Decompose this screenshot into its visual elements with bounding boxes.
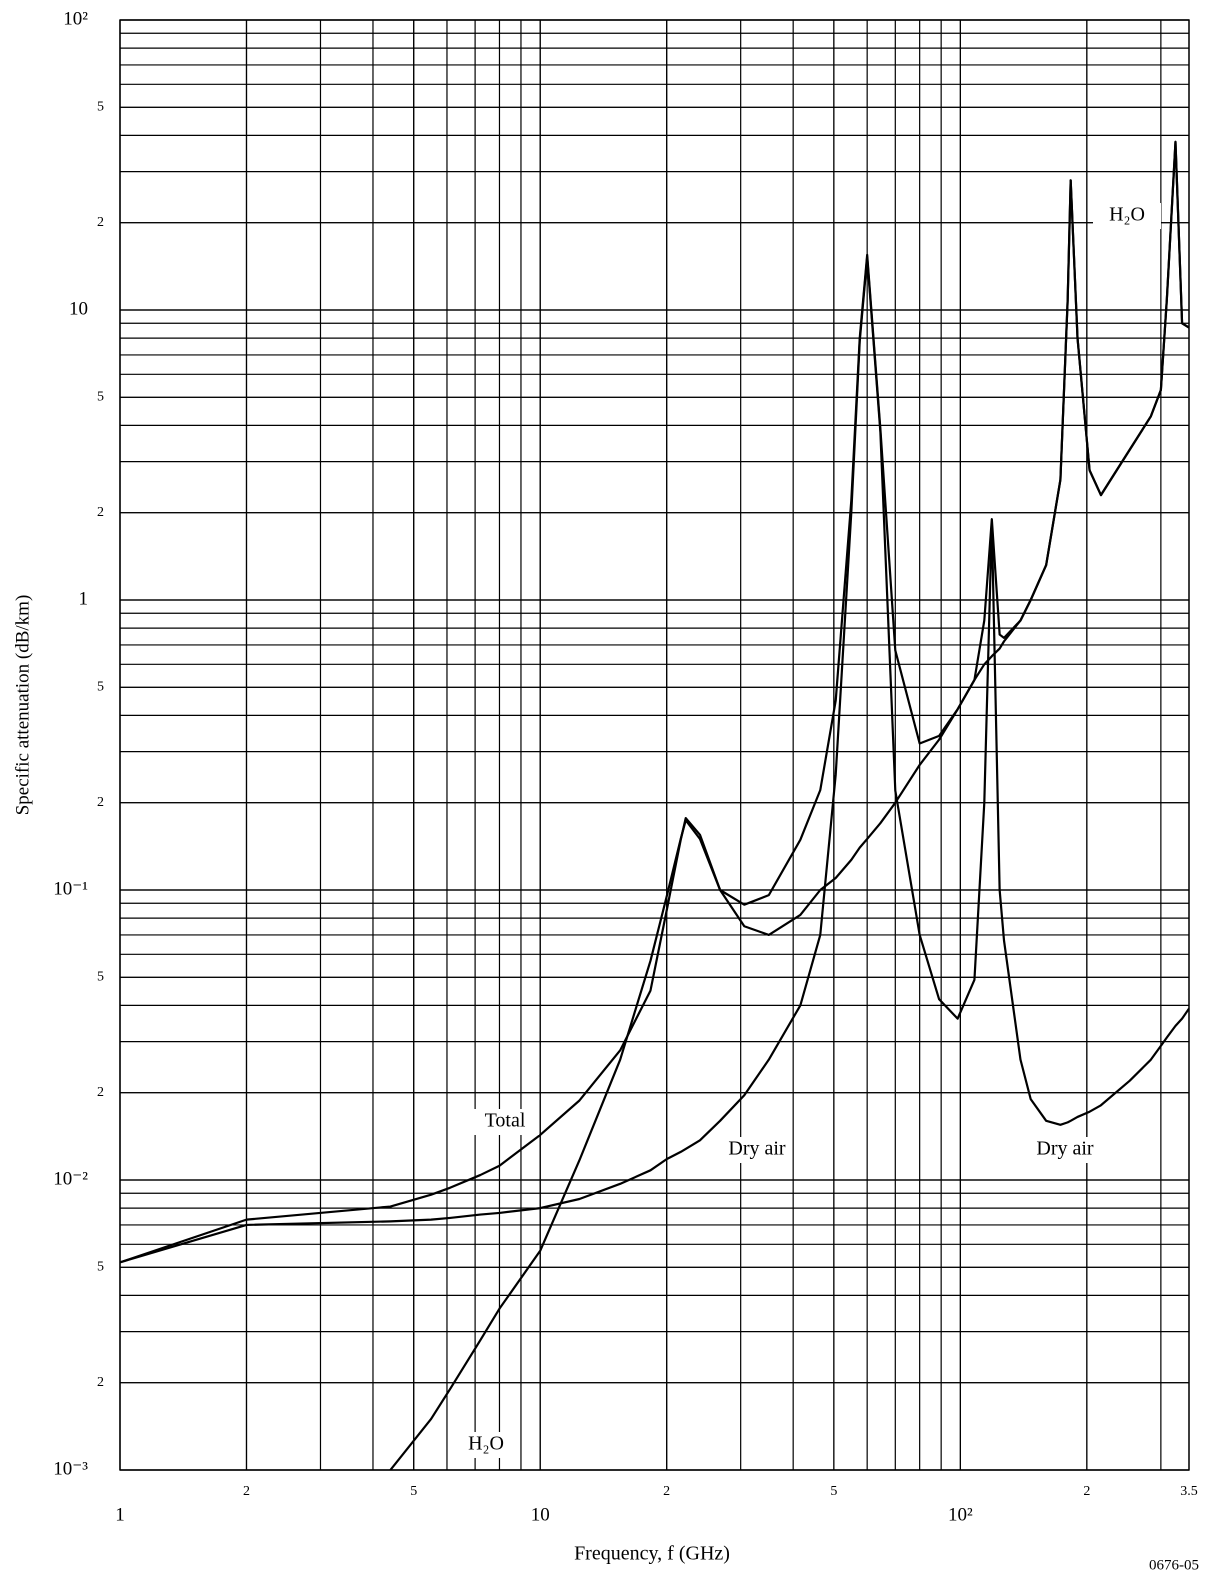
y-tick-label: 2 (97, 215, 104, 230)
y-tick-label: 2 (97, 1085, 104, 1100)
x-tick-label: 10² (948, 1504, 973, 1525)
label-background (1031, 1137, 1099, 1163)
x-tick-label: 5 (830, 1484, 837, 1499)
series-label: Dry air (1036, 1138, 1094, 1160)
y-tick-label: 10 (69, 298, 88, 319)
x-tick-label: 2 (243, 1484, 250, 1499)
y-tick-label: 5 (97, 970, 104, 985)
label-background (452, 1432, 520, 1458)
x-tick-label: 2 (1083, 1484, 1090, 1499)
label-background (723, 1137, 791, 1163)
y-tick-label: 2 (97, 795, 104, 810)
plot-frame (119, 19, 1190, 1471)
y-tick-label: 5 (97, 1260, 104, 1275)
x-tick-label: 5 (410, 1484, 417, 1499)
x-axis-label: Frequency, f (GHz) (574, 1543, 730, 1565)
y-tick-label: 5 (97, 390, 104, 405)
figure-code: 0676-05 (1149, 1557, 1199, 1573)
x-tick-label: 1 (115, 1504, 125, 1525)
x-tick-label: 10 (531, 1504, 550, 1525)
x-tick-label: 2 (663, 1484, 670, 1499)
y-tick-label: 2 (97, 505, 104, 520)
series-label: Dry air (728, 1138, 786, 1160)
label-background (471, 1109, 539, 1135)
y-tick-label: 10² (63, 8, 88, 29)
series-label: H₂O (468, 1433, 504, 1455)
y-tick-label: 10⁻³ (53, 1458, 88, 1479)
label-background (1093, 203, 1161, 229)
x-tick-label: 3.5 (1180, 1484, 1198, 1499)
y-tick-label: 1 (79, 588, 89, 609)
y-axis-label: Specific attenuation (dB/km) (12, 595, 33, 816)
series-line (389, 140, 1189, 1470)
y-tick-label: 5 (97, 680, 104, 695)
y-tick-label: 2 (97, 1375, 104, 1390)
y-tick-label: 5 (97, 100, 104, 115)
series-label: H₂O (1109, 204, 1145, 226)
series-label: Total (485, 1110, 526, 1132)
y-tick-label: 10⁻² (53, 1168, 88, 1189)
y-tick-label: 10⁻¹ (53, 878, 88, 899)
series-line (120, 256, 1189, 1264)
